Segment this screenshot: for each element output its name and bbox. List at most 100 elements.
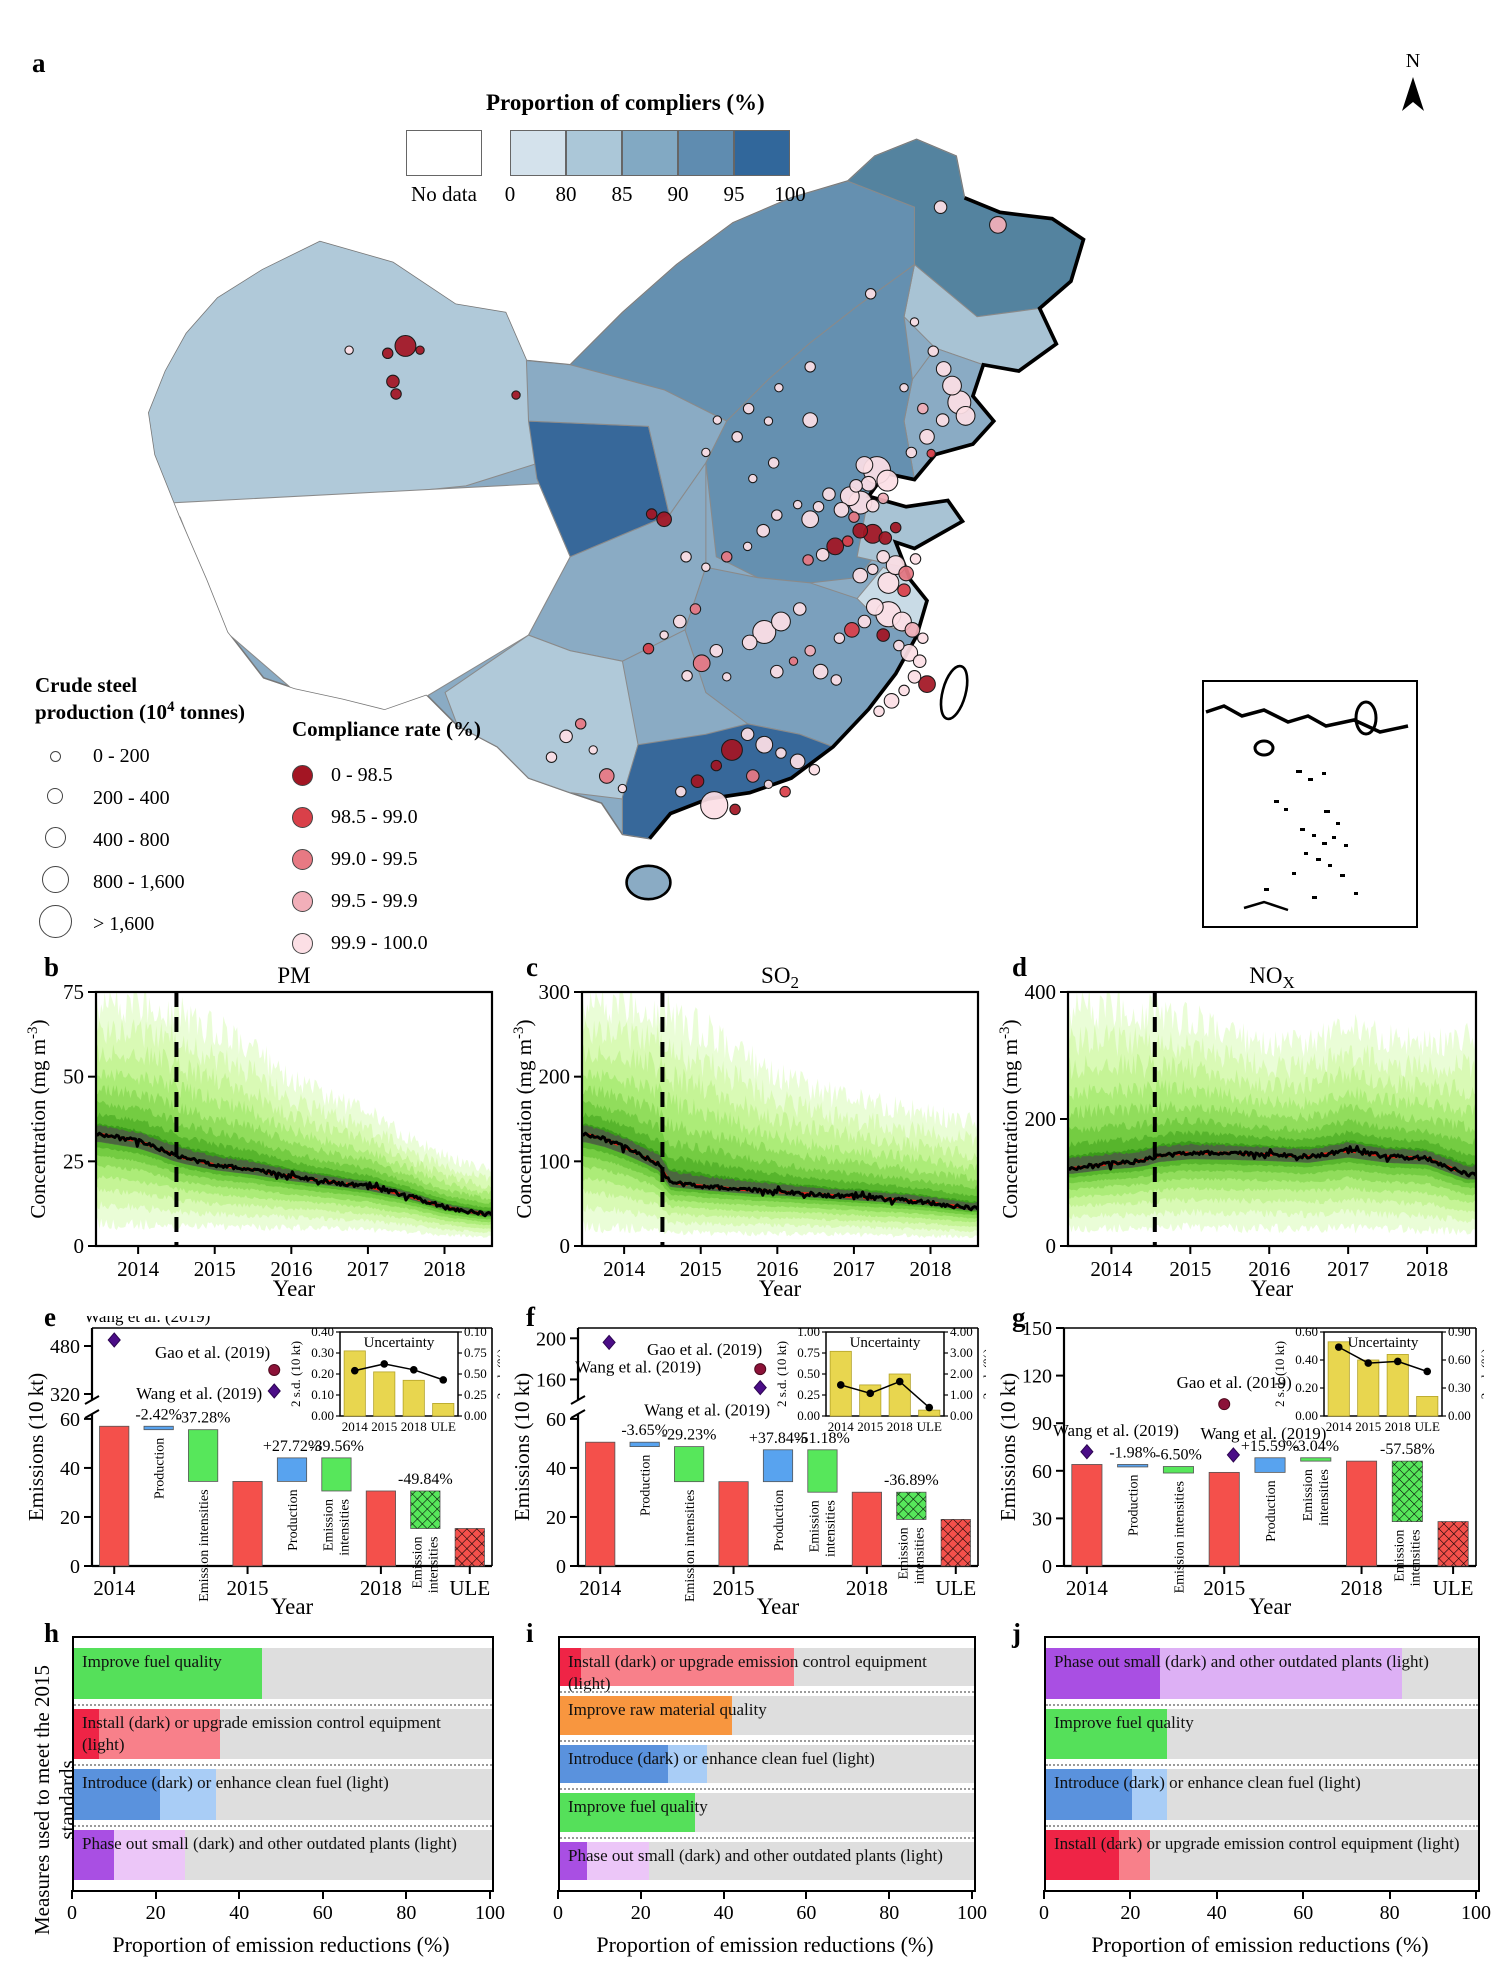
tick	[888, 1890, 891, 1899]
size-circle-1	[49, 751, 61, 762]
tick	[1475, 1890, 1477, 1899]
size-label: 200 - 400	[93, 787, 170, 809]
svg-text:480: 480	[50, 1336, 80, 1358]
svg-text:300: 300	[539, 980, 571, 1004]
measure-track: Phase out small (dark) and other outdate…	[1046, 1648, 1478, 1699]
svg-text:2018: 2018	[910, 1257, 952, 1281]
scale-tick: 85	[611, 182, 633, 206]
svg-text:0.20: 0.20	[311, 1366, 334, 1381]
svg-text:0.10: 0.10	[464, 1324, 487, 1339]
north-arrow-icon	[1402, 77, 1424, 111]
measure-label: Improve raw material quality	[568, 1700, 767, 1720]
size-circle-4	[41, 866, 69, 893]
svg-text:0.25: 0.25	[464, 1387, 487, 1402]
tick-label: 0	[1039, 1902, 1049, 1924]
svg-text:2014: 2014	[93, 1576, 136, 1600]
tick	[805, 1890, 808, 1899]
svg-text:2014: 2014	[828, 1419, 855, 1434]
tick-label: 20	[145, 1902, 166, 1924]
svg-text:Emission: Emission	[410, 1536, 425, 1588]
compliance-label: 99.5 - 99.9	[331, 889, 418, 912]
tick	[405, 1890, 408, 1899]
steel-size-legend: Crude steel production (104 tonnes) 0 - …	[35, 672, 295, 946]
map-legend-title: Proportion of compliers (%)	[486, 90, 765, 115]
svg-text:Emissions (10 kt): Emissions (10 kt)	[26, 1373, 48, 1521]
measures-plot: Improve fuel quality Install (dark) or up…	[72, 1636, 494, 1892]
measures-plot: Phase out small (dark) and other outdate…	[1044, 1636, 1480, 1892]
svg-text:2018: 2018	[1341, 1576, 1383, 1600]
measure-track: Phase out small (dark) and other outdate…	[74, 1829, 492, 1880]
compliance-label: 99.0 - 99.5	[331, 847, 418, 870]
svg-text:-3.04%: -3.04%	[1292, 1438, 1339, 1455]
svg-text:2014: 2014	[342, 1419, 369, 1434]
no-data-swatch	[406, 130, 482, 176]
svg-text:2015: 2015	[680, 1257, 722, 1281]
measure-track: Improve raw material quality	[560, 1696, 974, 1735]
scale-swatch-2	[566, 130, 622, 176]
svg-text:Emission: Emission	[1392, 1530, 1407, 1582]
svg-text:2017: 2017	[833, 1257, 875, 1281]
svg-text:Wang et al. (2019): Wang et al. (2019)	[1200, 1424, 1326, 1443]
measure-bar-light	[113, 1829, 185, 1880]
tick-label: 60	[312, 1902, 333, 1924]
measure-bar-light	[1119, 1829, 1150, 1880]
region-yunnan	[444, 634, 639, 800]
svg-text:-1.98%: -1.98%	[1109, 1444, 1156, 1461]
svg-text:160: 160	[536, 1369, 566, 1391]
svg-text:0.30: 0.30	[1448, 1380, 1471, 1395]
tick	[321, 1890, 324, 1899]
measure-label: Improve fuel quality	[1054, 1712, 1194, 1732]
size-circle-3	[44, 827, 66, 848]
svg-text:Year: Year	[757, 1594, 800, 1619]
tick-label: 80	[879, 1902, 900, 1924]
measure-bar-dark	[74, 1708, 100, 1759]
svg-text:Emissions (10 kt): Emissions (10 kt)	[998, 1373, 1020, 1521]
svg-text:Emission intensities: Emission intensities	[683, 1490, 698, 1602]
svg-text:2018: 2018	[424, 1257, 466, 1281]
tick	[971, 1890, 973, 1899]
svg-text:0.75: 0.75	[797, 1345, 820, 1360]
tick-label: 100	[957, 1902, 987, 1924]
svg-text:2 s.d. (%): 2 s.d. (%)	[1478, 1349, 1484, 1400]
x-axis-title: Proportion of emission reductions (%)	[596, 1932, 934, 1957]
row-separator	[1046, 1703, 1478, 1706]
svg-text:Production: Production	[1127, 1475, 1142, 1536]
svg-text:Production: Production	[153, 1438, 168, 1499]
svg-text:Emission: Emission	[896, 1527, 911, 1579]
svg-text:Production: Production	[639, 1455, 654, 1516]
measure-track: Introduce (dark) or enhance clean fuel (…	[1046, 1769, 1478, 1820]
svg-text:0.60: 0.60	[1448, 1352, 1471, 1367]
row-separator	[1046, 1764, 1478, 1766]
svg-text:Emissions (10 kt): Emissions (10 kt)	[512, 1373, 534, 1521]
svg-text:Production: Production	[772, 1490, 787, 1551]
tick-label: 80	[1379, 1902, 1400, 1924]
svg-text:120: 120	[1022, 1366, 1052, 1388]
svg-text:2017: 2017	[347, 1257, 389, 1281]
measure-bar-dark	[1046, 1769, 1133, 1820]
svg-text:Emission: Emission	[807, 1500, 822, 1552]
svg-text:ULE: ULE	[917, 1419, 942, 1434]
svg-text:Emission: Emission	[1301, 1469, 1316, 1521]
svg-text:Wang et al. (2019): Wang et al. (2019)	[136, 1384, 262, 1403]
panel-letter-b: b	[44, 952, 60, 982]
svg-text:0: 0	[560, 1234, 571, 1258]
svg-text:0.75: 0.75	[464, 1345, 487, 1360]
svg-text:0.50: 0.50	[797, 1366, 820, 1381]
svg-text:ULE: ULE	[449, 1576, 490, 1600]
svg-text:Concentration (mg m-3): Concentration (mg m-3)	[998, 1019, 1022, 1218]
svg-text:60: 60	[1032, 1461, 1052, 1483]
svg-text:intensities: intensities	[426, 1536, 441, 1593]
svg-text:20: 20	[546, 1507, 566, 1529]
tick	[154, 1890, 157, 1899]
svg-text:0.25: 0.25	[797, 1387, 820, 1402]
measure-label: Install (dark) or upgrade emission contr…	[568, 1652, 927, 1694]
tick	[1043, 1890, 1045, 1899]
svg-text:Wang et al. (2019): Wang et al. (2019)	[575, 1357, 701, 1376]
svg-text:Year: Year	[271, 1594, 314, 1619]
tick	[557, 1890, 559, 1899]
svg-text:Year: Year	[273, 1276, 316, 1301]
svg-text:0.00: 0.00	[950, 1408, 973, 1423]
measure-track: Install (dark) or upgrade emission contr…	[74, 1708, 492, 1759]
measure-bar-dark	[74, 1829, 114, 1880]
svg-text:0.90: 0.90	[1448, 1324, 1471, 1339]
